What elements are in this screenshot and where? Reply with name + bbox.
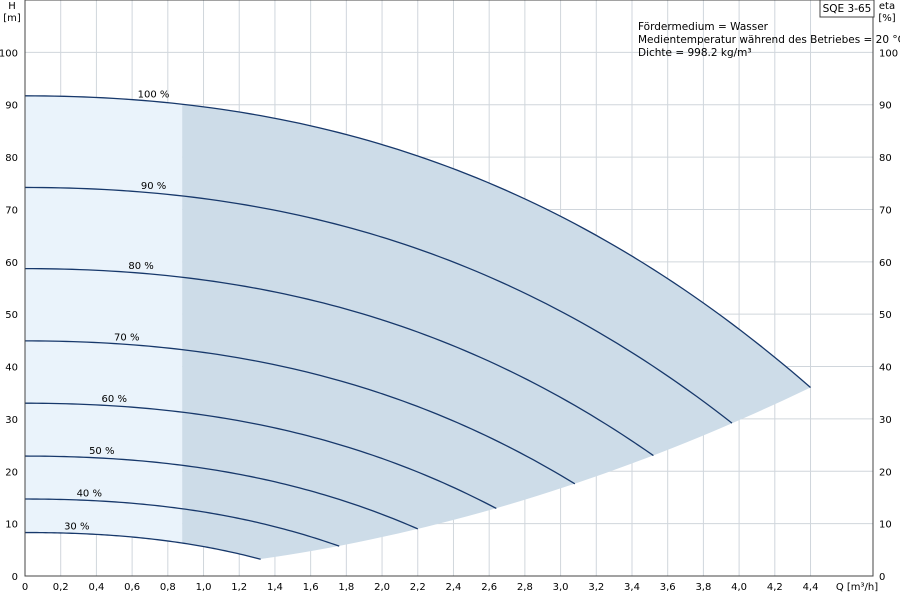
- curve-label-70pct: 70 %: [114, 332, 139, 343]
- y-left-tick-label: 40: [5, 363, 18, 374]
- x-tick-label: 0,4: [88, 582, 104, 593]
- x-tick-label: 4,2: [767, 582, 783, 593]
- speed-curve-80pct: [24, 267, 654, 457]
- speed-curve-50pct: [24, 455, 419, 530]
- operating-region: [25, 95, 811, 560]
- y-left-axis-title: H: [8, 1, 16, 12]
- x-tick-label: 1,6: [303, 582, 319, 593]
- y-right-tick-label: 20: [879, 467, 892, 478]
- y-right-tick-label: 60: [879, 258, 892, 269]
- plot-frame: [24, 0, 874, 577]
- x-tick-label: 2,8: [517, 582, 533, 593]
- x-tick-label: 3,2: [588, 582, 604, 593]
- info-line-density: Dichte = 998.2 kg/m³: [638, 47, 752, 59]
- y-left-tick-label: 80: [5, 153, 18, 164]
- curve-label-50pct: 50 %: [89, 446, 114, 457]
- speed-curve-90pct: [24, 186, 733, 424]
- speed-curve-100pct: [24, 95, 811, 388]
- x-tick-label: 0: [22, 582, 28, 593]
- speed-curves: [24, 95, 811, 560]
- curve-label-100pct: 100 %: [138, 89, 170, 100]
- y-left-tick-label: 90: [5, 101, 18, 112]
- x-tick-label: 0,2: [53, 582, 69, 593]
- y-left-tick-label: 30: [5, 415, 18, 426]
- x-tick-label: 1,0: [196, 582, 212, 593]
- x-tick-label: 1,8: [338, 582, 354, 593]
- x-tick-label: 2,6: [481, 582, 497, 593]
- speed-curve-30pct: [24, 531, 261, 560]
- x-tick-label: 4,0: [731, 582, 747, 593]
- operating-region-area: [182, 104, 811, 560]
- speed-curve-60pct: [24, 402, 497, 510]
- model-badge-text: SQE 3-65: [823, 3, 872, 15]
- axis-ticks: 0 0,2 0,4 0,6 0,8 1,0 1,2 1,4 1,6 1,8 2,0 2,2 2,4 2,6…: [0, 48, 898, 593]
- x-tick-label: 3,4: [624, 582, 640, 593]
- y-right-tick-label: 40: [879, 363, 892, 374]
- model-badge-box: [819, 0, 875, 18]
- x-tick-label: 3,8: [695, 582, 711, 593]
- y-right-tick-label: 100: [879, 48, 898, 59]
- y-right-axis-unit: [%]: [878, 13, 895, 24]
- y-right-tick-label: 70: [879, 205, 892, 216]
- x-tick-label: 0,8: [160, 582, 176, 593]
- y-right-tick-label: 90: [879, 101, 892, 112]
- curve-label-90pct: 90 %: [141, 181, 166, 192]
- x-tick-label: 3,6: [660, 582, 676, 593]
- y-right-tick-label: 30: [879, 415, 892, 426]
- x-tick-label: 1,4: [267, 582, 283, 593]
- curve-label-40pct: 40 %: [77, 488, 102, 499]
- y-left-tick-label: 70: [5, 205, 18, 216]
- x-tick-label: 1,2: [231, 582, 247, 593]
- low-flow-region-area: [25, 95, 183, 544]
- fluid-info: Fördermedium = Wasser Medientemperatur w…: [638, 21, 900, 59]
- speed-curve-40pct: [24, 498, 340, 547]
- speed-curve-70pct: [24, 340, 576, 485]
- x-tick-label: 4,4: [803, 582, 819, 593]
- curve-label-60pct: 60 %: [102, 394, 127, 405]
- y-left-tick-label: 10: [5, 520, 18, 531]
- y-right-tick-label: 80: [879, 153, 892, 164]
- x-tick-label: 2,4: [446, 582, 462, 593]
- curve-labels: 100 % 90 % 80 % 70 % 60 % 50 % 40 % 30 %: [64, 89, 169, 532]
- curve-label-80pct: 80 %: [128, 261, 153, 272]
- x-axis-title: Q [m³/h]: [836, 582, 878, 593]
- x-tick-label: 3,0: [553, 582, 569, 593]
- y-left-tick-label: 20: [5, 467, 18, 478]
- y-left-axis-unit: [m]: [3, 13, 21, 24]
- curve-label-30pct: 30 %: [64, 521, 89, 532]
- x-tick-label: 2,0: [374, 582, 390, 593]
- info-line-temperature: Medientemperatur während des Betriebes =…: [638, 34, 900, 46]
- y-right-tick-label: 50: [879, 310, 892, 321]
- y-right-axis-title: eta: [879, 1, 895, 12]
- y-left-tick-label: 100: [0, 48, 18, 59]
- x-tick-label: 0,6: [124, 582, 140, 593]
- y-left-tick-label: 50: [5, 310, 18, 321]
- x-tick-label: 2,2: [410, 582, 426, 593]
- y-right-tick-label: 0: [879, 572, 885, 583]
- y-left-tick-label: 0: [12, 572, 18, 583]
- y-left-tick-label: 60: [5, 258, 18, 269]
- model-badge: SQE 3-65: [819, 0, 875, 18]
- y-right-tick-label: 10: [879, 520, 892, 531]
- info-line-medium: Fördermedium = Wasser: [638, 21, 769, 33]
